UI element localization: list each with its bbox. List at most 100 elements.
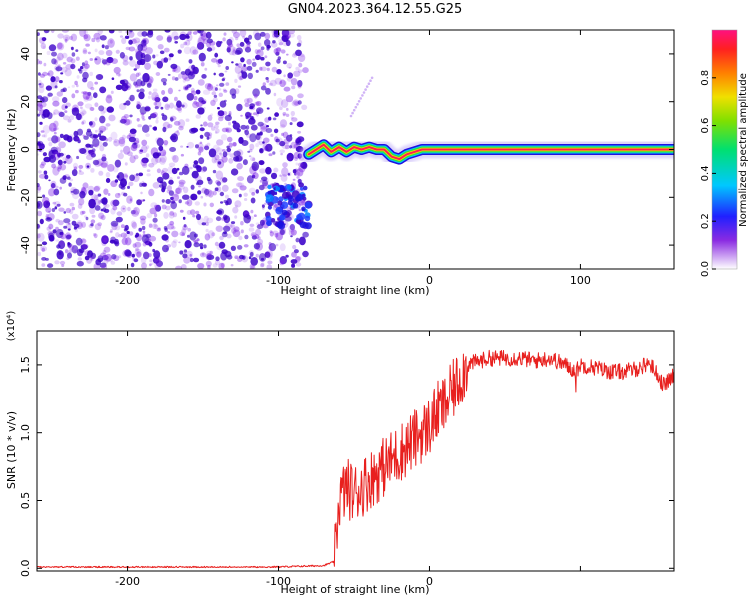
noise-speck [107,164,115,172]
streak-dot [359,97,363,100]
noise-speck [76,248,83,257]
noise-speck [195,165,200,169]
noise-speck [264,251,271,258]
noise-speck [148,116,152,120]
noise-speck [82,238,85,242]
noise-speck [136,199,143,206]
blob-dot [281,209,288,216]
noise-speck [175,187,181,195]
noise-speck [154,106,159,110]
noise-speck [91,148,96,152]
noise-speck [162,81,167,86]
noise-speck [129,94,135,102]
noise-speck [111,77,115,80]
noise-speck [257,238,264,245]
noise-speck [184,68,191,76]
noise-speck [135,72,140,78]
noise-speck [101,107,108,113]
noise-speck [131,210,139,217]
noise-speck [61,104,67,111]
noise-speck [231,30,238,34]
noise-speck [243,198,248,201]
noise-speck [84,255,90,261]
noise-speck [251,174,256,179]
noise-speck [151,262,154,265]
noise-speck [193,96,198,101]
noise-speck [267,260,273,265]
noise-speck [78,169,82,173]
noise-speck [214,241,219,247]
noise-speck [216,181,222,186]
noise-speck [219,235,224,241]
noise-speck [68,249,73,253]
noise-speck [178,241,181,244]
noise-speck [99,115,106,124]
noise-speck [123,192,128,197]
noise-speck [103,237,108,243]
noise-speck [218,116,224,122]
noise-speck [287,157,292,161]
noise-speck [255,54,261,61]
noise-speck [225,223,233,230]
noise-speck [237,182,245,188]
streak-dot [356,103,359,106]
noise-speck [105,59,111,66]
noise-speck [262,143,269,152]
noise-speck [296,42,302,47]
noise-speck [201,74,207,79]
noise-speck [215,179,221,185]
noise-speck [129,198,133,202]
noise-speck [124,237,132,246]
noise-speck [133,154,139,160]
noise-speck [134,241,142,248]
noise-speck [90,256,94,260]
noise-speck [295,237,300,243]
noise-speck [64,68,72,77]
noise-speck [293,70,301,77]
noise-speck [256,111,260,115]
noise-speck [295,162,299,166]
noise-speck [38,83,42,86]
noise-speck [155,54,159,57]
noise-speck [152,54,156,59]
noise-speck [178,181,185,187]
noise-speck [255,133,261,140]
noise-speck [290,235,293,238]
noise-speck [146,169,151,173]
noise-speck [132,37,141,44]
noise-speck [108,114,116,122]
noise-speck [273,48,279,55]
noise-speck [73,223,80,229]
noise-speck [82,49,88,55]
noise-speck [217,64,221,68]
noise-speck [93,143,97,147]
noise-speck [232,229,241,238]
noise-speck [154,100,162,108]
blob-dot [304,201,312,209]
noise-speck [198,30,202,33]
noise-speck [276,47,282,52]
noise-speck [231,188,239,194]
noise-speck [251,192,256,196]
noise-speck [262,207,265,210]
noise-speck [193,242,200,248]
blob-dot [275,186,281,192]
noise-speck [275,232,283,241]
noise-speck [152,88,158,92]
noise-speck [221,127,228,133]
noise-speck [56,56,61,62]
noise-speck [81,62,85,67]
noise-speck [260,262,265,267]
noise-speck [65,249,69,254]
noise-speck [290,229,297,236]
noise-speck [215,170,224,180]
noise-speck [148,241,153,247]
noise-speck [212,263,218,268]
noise-speck [95,258,101,266]
noise-speck [169,220,175,226]
noise-speck [70,58,76,64]
noise-speck [66,176,71,180]
noise-speck [251,161,260,171]
noise-speck [279,149,286,154]
noise-speck [161,186,167,190]
